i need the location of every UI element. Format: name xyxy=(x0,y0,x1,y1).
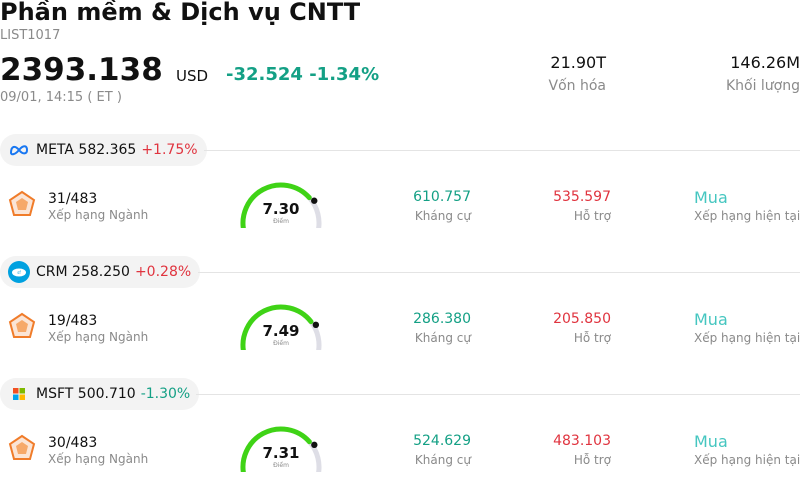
ticker: CRM xyxy=(36,264,68,280)
market-cap-value: 21.90T xyxy=(550,53,606,72)
score-gauge xyxy=(240,304,322,350)
stock-chip[interactable]: MSFT 500.710 -1.30% xyxy=(0,378,200,410)
gauge-marker xyxy=(311,441,318,449)
resistance-label: Kháng cự xyxy=(414,453,471,467)
divider xyxy=(204,150,800,151)
resistance-value: 610.757 xyxy=(413,189,471,205)
stock-row[interactable]: MSFT 500.710 -1.30% 30/483 Xếp hạng Ngàn… xyxy=(0,378,800,500)
page-title: Phần mềm & Dịch vụ CNTT xyxy=(0,0,361,26)
support-label: Hỗ trợ xyxy=(573,453,611,467)
score-label: Điểm xyxy=(273,340,289,347)
current-rating-label: Xếp hạng hiện tại xyxy=(694,331,800,345)
resistance-value: 286.380 xyxy=(413,311,471,327)
meta-logo-icon xyxy=(8,139,30,161)
gauge-fill xyxy=(240,304,314,350)
resistance-value: 524.629 xyxy=(413,433,471,449)
industry-rank: 19/483 xyxy=(48,313,98,329)
currency-label: USD xyxy=(176,67,209,85)
volume-value: 146.26M xyxy=(730,53,800,72)
industry-rank-label: Xếp hạng Ngành xyxy=(48,452,149,466)
stock-row[interactable]: META 582.365 +1.75% 31/483 Xếp hạng Ngàn… xyxy=(0,134,800,256)
support-value: 483.103 xyxy=(553,433,611,449)
stock-price: 258.250 xyxy=(72,264,130,280)
score-value: 7.31 xyxy=(262,444,300,462)
industry-rank-icon xyxy=(8,190,36,216)
salesforce-logo-icon: sf xyxy=(8,261,30,283)
resistance-label: Kháng cự xyxy=(414,331,471,345)
stock-pct: +0.28% xyxy=(134,264,192,280)
current-rating-label: Xếp hạng hiện tại xyxy=(694,453,800,467)
divider xyxy=(196,394,800,395)
stock-price: 582.365 xyxy=(78,142,137,158)
timestamp: 09/01, 14:15 ( ET ) xyxy=(0,90,122,105)
support-label: Hỗ trợ xyxy=(573,209,611,223)
stock-price: 500.710 xyxy=(77,386,136,402)
current-rating: Mua xyxy=(694,310,728,329)
score-value: 7.49 xyxy=(262,322,300,340)
ticker: META xyxy=(36,142,74,158)
industry-rank-label: Xếp hạng Ngành xyxy=(48,208,149,222)
support-value: 205.850 xyxy=(553,311,611,327)
industry-rank: 30/483 xyxy=(48,435,98,451)
ticker: MSFT xyxy=(36,386,74,402)
stock-chip[interactable]: META 582.365 +1.75% xyxy=(0,134,207,166)
score-value: 7.30 xyxy=(262,200,300,218)
score-gauge xyxy=(240,182,322,228)
stock-pct: -1.30% xyxy=(140,386,191,402)
stock-row[interactable]: sf CRM 258.250 +0.28% 19/483 Xếp hạng Ng… xyxy=(0,256,800,378)
resistance-label: Kháng cự xyxy=(414,209,471,223)
volume-label: Khối lượng xyxy=(725,78,800,94)
svg-text:sf: sf xyxy=(17,270,21,275)
gauge-fill xyxy=(240,182,312,228)
support-label: Hỗ trợ xyxy=(573,331,611,345)
industry-rank-icon xyxy=(8,312,36,338)
index-price: 2393.138 xyxy=(0,52,163,88)
score-gauge xyxy=(240,426,322,472)
microsoft-logo-icon xyxy=(8,383,30,405)
score-label: Điểm xyxy=(273,218,289,225)
price-change: -32.524 -1.34% xyxy=(226,64,380,85)
current-rating: Mua xyxy=(694,432,728,451)
industry-rank-label: Xếp hạng Ngành xyxy=(48,330,149,344)
divider xyxy=(198,272,800,273)
support-value: 535.597 xyxy=(553,189,611,205)
stock-pct: +1.75% xyxy=(141,142,198,158)
gauge-marker xyxy=(311,197,318,204)
industry-rank: 31/483 xyxy=(48,191,98,207)
stock-chip[interactable]: sf CRM 258.250 +0.28% xyxy=(0,256,201,288)
score-label: Điểm xyxy=(273,462,289,469)
current-rating-label: Xếp hạng hiện tại xyxy=(694,209,800,223)
current-rating: Mua xyxy=(694,188,728,207)
market-cap-label: Vốn hóa xyxy=(548,78,606,94)
index-code: LIST1017 xyxy=(0,28,61,43)
gauge-marker xyxy=(312,321,320,329)
industry-rank-icon xyxy=(8,434,36,460)
gauge-fill xyxy=(240,426,312,472)
